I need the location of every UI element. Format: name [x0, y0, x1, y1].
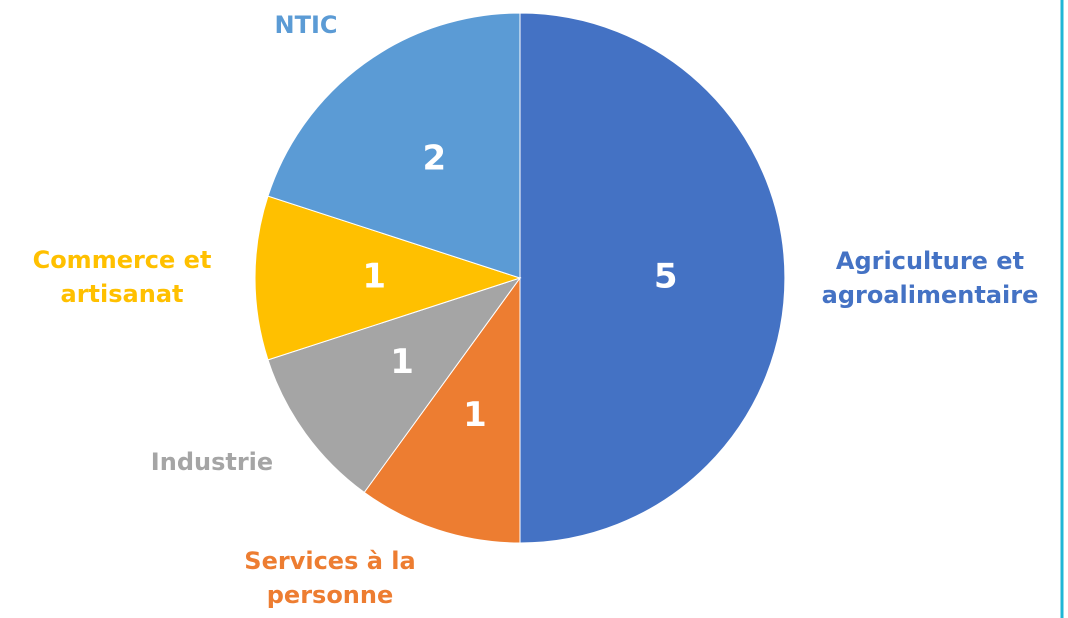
- category-label: Agriculture et agroalimentaire: [821, 247, 1039, 309]
- category-label: Commerce et artisanat: [32, 246, 212, 308]
- data-label: 1: [390, 342, 414, 382]
- category-label: Industrie: [150, 448, 274, 476]
- data-label: 2: [422, 139, 446, 179]
- category-label: Services à la personne: [244, 547, 416, 609]
- pie-slice: [519, 12, 786, 544]
- pie-slice: [363, 276, 521, 544]
- data-label: 1: [362, 257, 386, 297]
- pie-slice: [267, 277, 522, 494]
- data-label: 5: [654, 257, 678, 297]
- data-label: 1: [463, 395, 487, 435]
- pie-slice: [267, 12, 521, 279]
- pie-slice: [254, 195, 522, 361]
- category-label: NTIC: [274, 11, 338, 39]
